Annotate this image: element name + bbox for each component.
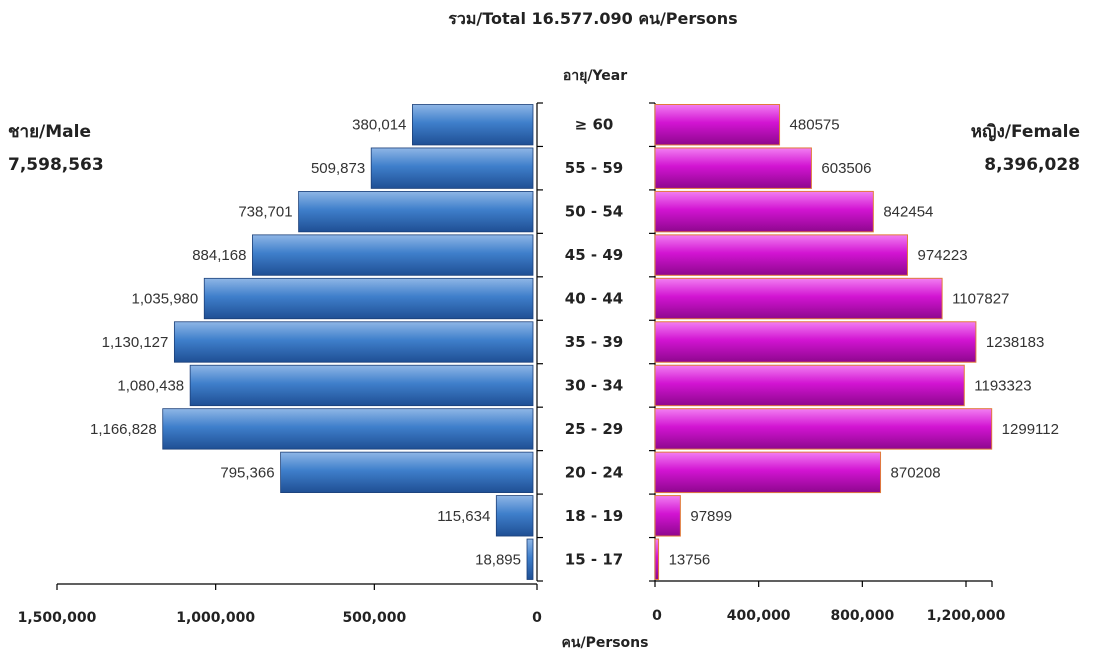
age-axis-label: อายุ/Year <box>563 68 627 84</box>
male-x-tick-label: 1,500,000 <box>18 610 97 626</box>
female-value-label: 842454 <box>883 204 933 221</box>
female-bar <box>654 104 781 146</box>
female-value-label: 974223 <box>917 247 967 264</box>
male-bar <box>280 451 534 493</box>
male-value-label: 884,168 <box>192 247 246 264</box>
male-bar <box>412 104 534 146</box>
male-value-label: 1,035,980 <box>132 291 199 308</box>
female-value-label: 13756 <box>669 551 711 568</box>
male-value-label: 738,701 <box>238 204 292 221</box>
male-value-label: 1,130,127 <box>102 334 169 351</box>
female-x-tick-label: 400,000 <box>727 608 791 624</box>
age-category-label: 50 - 54 <box>565 203 623 221</box>
male-axis: 0 500,000 1,000,000 1,500,000 <box>18 102 543 626</box>
female-value-label: 97899 <box>690 508 732 525</box>
female-value-label: 1238183 <box>986 334 1044 351</box>
female-bar <box>654 408 993 450</box>
age-category-label: ≥ 60 <box>575 116 614 134</box>
male-total: 7,598,563 <box>8 155 104 175</box>
age-category-label: 18 - 19 <box>565 507 623 525</box>
male-value-label: 18,895 <box>475 551 521 568</box>
male-legend-label: ชาย/Male <box>8 122 91 142</box>
age-category-label: 55 - 59 <box>565 159 623 177</box>
female-value-label: 1107827 <box>952 291 1009 308</box>
female-x-tick-label: 0 <box>652 608 662 624</box>
male-value-label: 795,366 <box>220 464 274 481</box>
male-bar <box>298 191 534 233</box>
male-value-label: 115,634 <box>437 508 490 525</box>
female-value-label: 1299112 <box>1002 421 1059 438</box>
male-bar <box>526 538 534 580</box>
female-bar <box>654 277 943 320</box>
male-x-tick-label: 0 <box>532 610 542 626</box>
female-bar <box>654 538 660 581</box>
male-value-label: 1,080,438 <box>117 377 184 394</box>
female-bar <box>654 190 874 233</box>
age-category-label: 45 - 49 <box>565 246 623 264</box>
female-bar <box>654 495 681 537</box>
female-bar <box>654 451 882 494</box>
male-bar <box>370 147 534 189</box>
male-x-tick-label: 500,000 <box>342 610 406 626</box>
age-category-label: 40 - 44 <box>565 290 623 308</box>
female-x-tick-label: 800,000 <box>830 608 894 624</box>
male-value-label: 1,166,828 <box>90 421 157 438</box>
male-bar <box>162 408 534 450</box>
female-value-label: 480575 <box>790 117 840 134</box>
male-value-label: 380,014 <box>352 117 406 134</box>
male-value-label: 509,873 <box>311 160 365 177</box>
age-category-label: 35 - 39 <box>565 333 623 351</box>
male-bar <box>173 321 534 363</box>
age-labels: ≥ 60 55 - 59 50 - 54 45 - 49 40 - 44 35 - 39 3… <box>565 116 623 569</box>
female-legend-label: หญิง/Female <box>971 122 1080 142</box>
chart-title: รวม/Total 16.577.090 คน/Persons <box>448 9 737 28</box>
age-category-label: 25 - 29 <box>565 420 623 438</box>
age-category-label: 30 - 34 <box>565 376 623 394</box>
age-category-label: 15 - 17 <box>565 550 623 568</box>
female-bar <box>654 321 977 363</box>
age-category-label: 20 - 24 <box>565 463 623 481</box>
female-x-tick-label: 1,200,000 <box>927 608 1006 624</box>
male-x-tick-label: 1,000,000 <box>176 610 255 626</box>
male-bar <box>203 277 534 320</box>
male-bar <box>495 495 534 537</box>
male-bars: 380,014 509,873 738,701 884,168 1,035,980 1,1… <box>90 104 534 580</box>
female-value-label: 870208 <box>891 464 941 481</box>
female-bar <box>654 147 812 189</box>
male-bar <box>189 364 534 407</box>
female-total: 8,396,028 <box>984 155 1080 175</box>
female-bars: 480575 603506 842454 974223 1107827 1238183 11… <box>654 104 1059 581</box>
male-bar <box>252 234 534 276</box>
female-bar <box>654 364 965 407</box>
x-axis-label: คน/Persons <box>562 635 649 651</box>
female-value-label: 603506 <box>821 160 871 177</box>
female-value-label: 1193323 <box>974 377 1031 394</box>
female-bar <box>654 234 908 276</box>
